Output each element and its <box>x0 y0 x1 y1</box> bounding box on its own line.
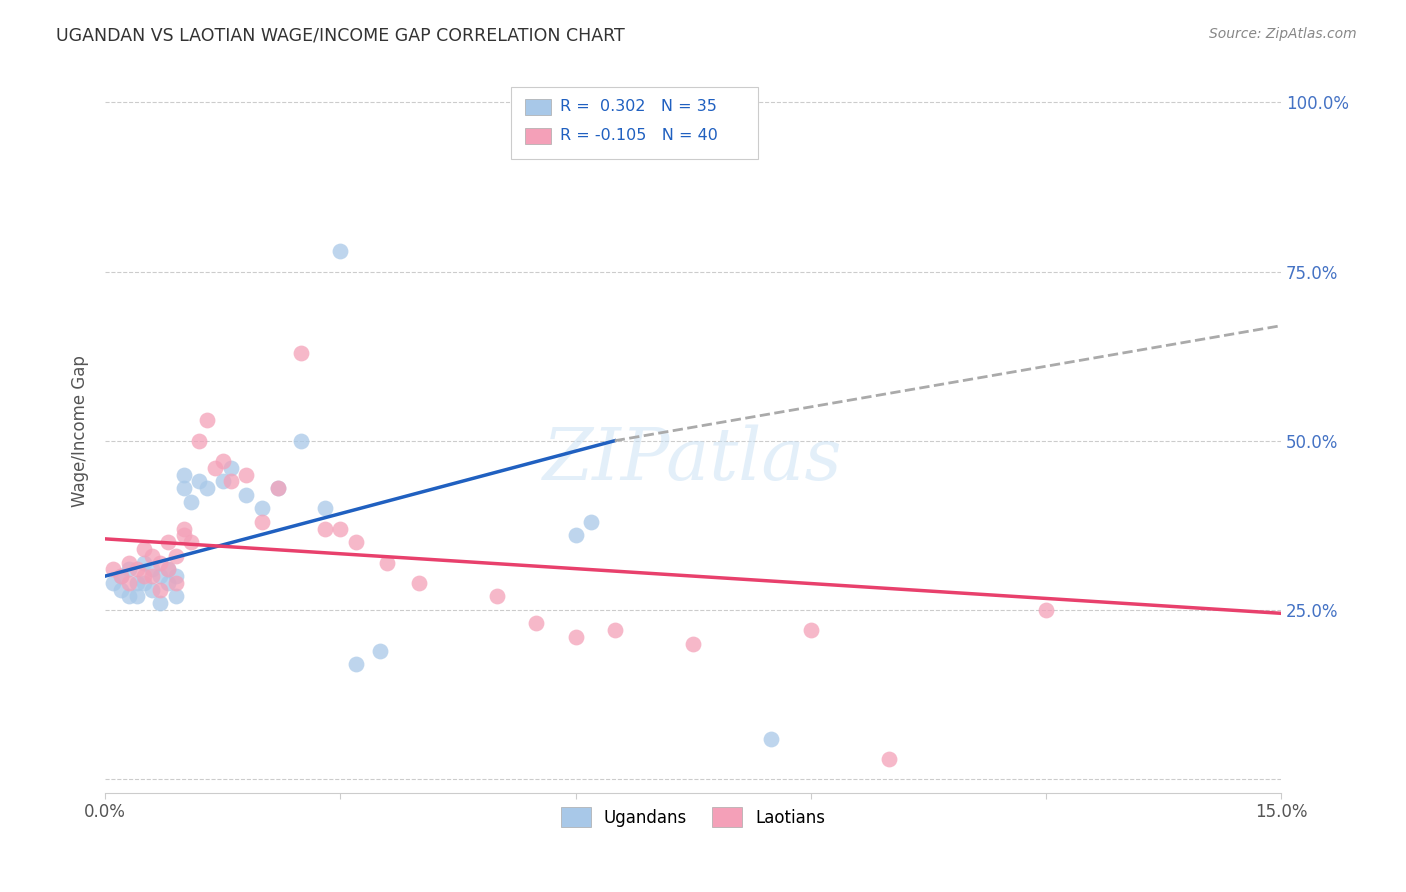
FancyBboxPatch shape <box>510 87 758 159</box>
Point <box>486 590 509 604</box>
Point <box>211 454 233 468</box>
Point <box>118 556 141 570</box>
Point <box>524 616 547 631</box>
Point <box>250 501 273 516</box>
Point <box>141 569 163 583</box>
Point <box>125 575 148 590</box>
FancyBboxPatch shape <box>524 99 551 115</box>
Point <box>156 575 179 590</box>
Point <box>344 657 367 671</box>
Point <box>204 460 226 475</box>
Point <box>173 522 195 536</box>
Point <box>134 556 156 570</box>
Point <box>125 562 148 576</box>
Point <box>134 575 156 590</box>
Point <box>165 575 187 590</box>
Text: Source: ZipAtlas.com: Source: ZipAtlas.com <box>1209 27 1357 41</box>
Point <box>188 434 211 448</box>
Point <box>173 481 195 495</box>
Point <box>368 643 391 657</box>
Point <box>579 515 602 529</box>
Point <box>118 575 141 590</box>
Point <box>156 535 179 549</box>
Point <box>377 556 399 570</box>
Point <box>195 413 218 427</box>
Point <box>149 556 172 570</box>
Y-axis label: Wage/Income Gap: Wage/Income Gap <box>72 355 89 507</box>
Point <box>165 590 187 604</box>
Point <box>118 562 141 576</box>
Point <box>149 596 172 610</box>
Point <box>180 535 202 549</box>
Point <box>235 467 257 482</box>
Point <box>173 528 195 542</box>
Point <box>564 630 586 644</box>
Point <box>101 575 124 590</box>
Point <box>195 481 218 495</box>
Point <box>173 467 195 482</box>
Text: R =  0.302   N = 35: R = 0.302 N = 35 <box>560 99 717 114</box>
Point <box>219 460 242 475</box>
Point <box>211 475 233 489</box>
Point <box>219 475 242 489</box>
Point <box>188 475 211 489</box>
Point <box>761 731 783 746</box>
Point <box>110 569 132 583</box>
Text: ZIPatlas: ZIPatlas <box>543 425 844 495</box>
Point <box>314 501 336 516</box>
Point <box>564 528 586 542</box>
Point <box>156 562 179 576</box>
Point <box>101 562 124 576</box>
Point <box>149 569 172 583</box>
Point <box>877 752 900 766</box>
Point <box>329 522 352 536</box>
Point <box>149 582 172 597</box>
Point <box>235 488 257 502</box>
Point <box>134 541 156 556</box>
Point <box>266 481 288 495</box>
Point <box>180 494 202 508</box>
Point <box>165 549 187 563</box>
Point <box>800 624 823 638</box>
Point <box>1035 603 1057 617</box>
Point <box>682 637 704 651</box>
Point <box>603 624 626 638</box>
Point <box>141 562 163 576</box>
Point <box>141 549 163 563</box>
Point <box>290 434 312 448</box>
Point <box>156 562 179 576</box>
Point <box>266 481 288 495</box>
Point <box>344 535 367 549</box>
Point <box>408 575 430 590</box>
Point <box>165 569 187 583</box>
Point <box>314 522 336 536</box>
FancyBboxPatch shape <box>524 128 551 144</box>
Text: UGANDAN VS LAOTIAN WAGE/INCOME GAP CORRELATION CHART: UGANDAN VS LAOTIAN WAGE/INCOME GAP CORRE… <box>56 27 626 45</box>
Point <box>290 345 312 359</box>
Point <box>125 590 148 604</box>
Point <box>118 590 141 604</box>
Text: R = -0.105   N = 40: R = -0.105 N = 40 <box>560 128 718 144</box>
Legend: Ugandans, Laotians: Ugandans, Laotians <box>553 799 834 835</box>
Point <box>329 244 352 259</box>
Point <box>110 582 132 597</box>
Point <box>134 569 156 583</box>
Point <box>141 582 163 597</box>
Point <box>110 569 132 583</box>
Point <box>250 515 273 529</box>
